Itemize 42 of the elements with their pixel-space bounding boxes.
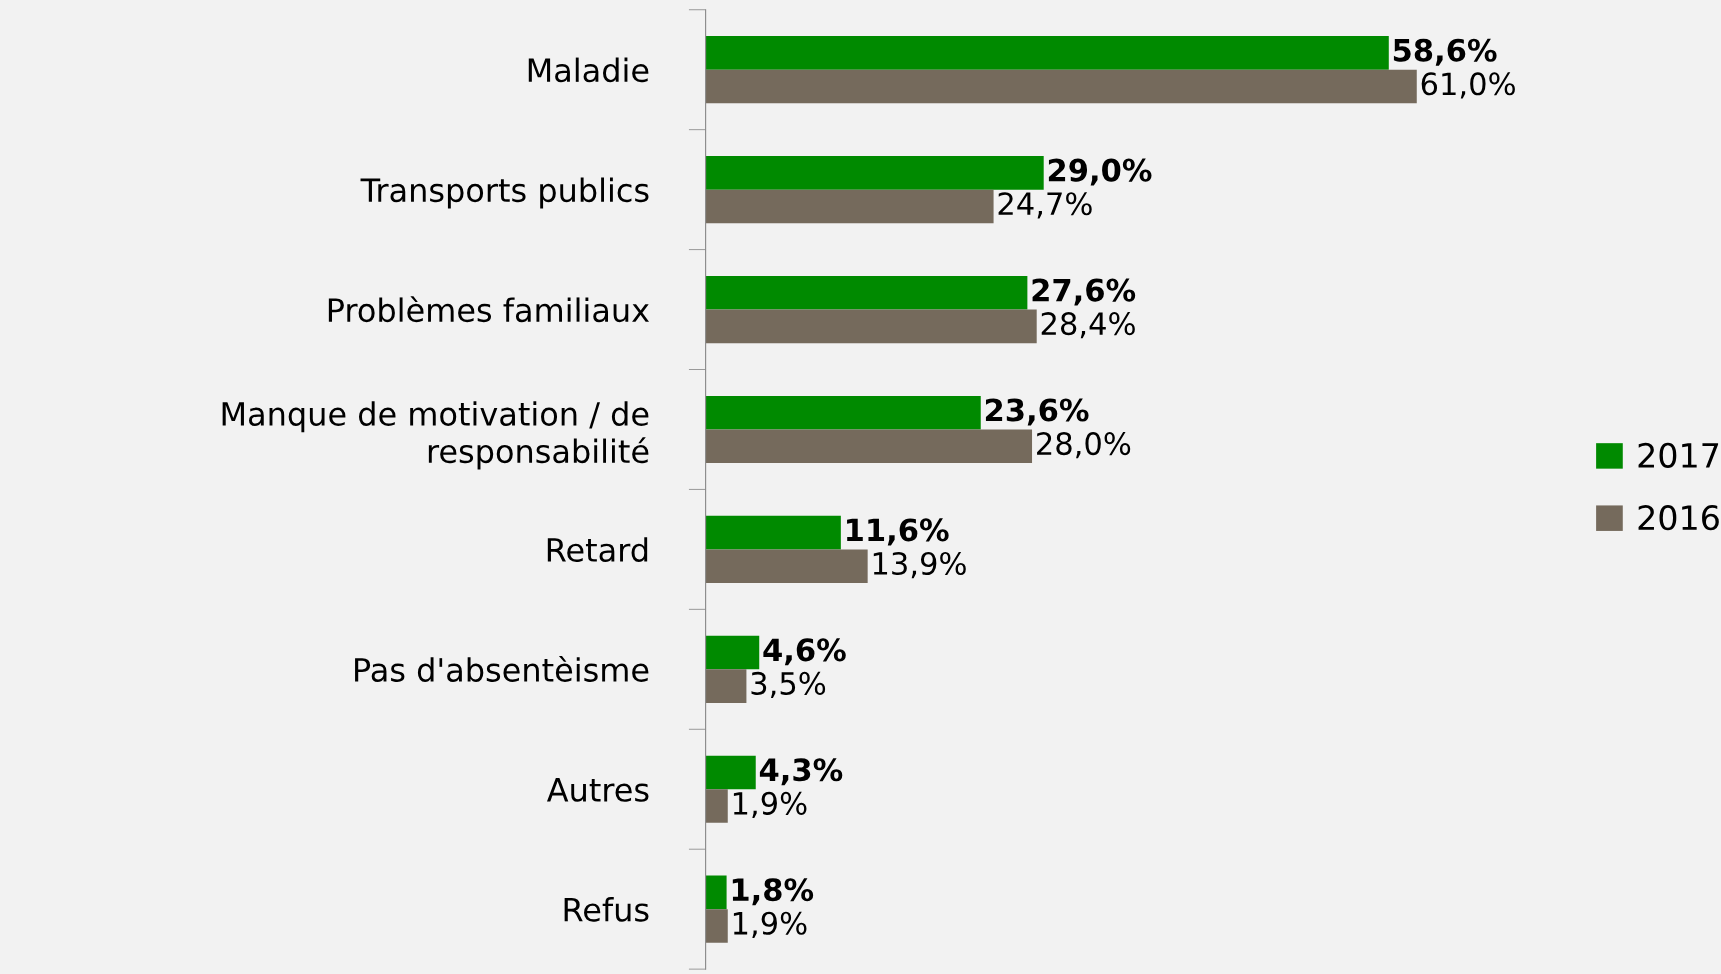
data-label: 28,4%: [1041, 312, 1135, 339]
data-label: 3,5%: [751, 671, 826, 699]
bar: [705, 395, 981, 430]
legend-label: 2017: [1638, 442, 1719, 468]
y-tick-label: Transports publics: [360, 177, 649, 209]
y-tick-label: Pas d'absentèisme: [355, 655, 649, 682]
data-label: 1,9%: [733, 791, 807, 819]
y-tick-label: Problèmes familiaux: [328, 296, 650, 323]
data-label: 4,3%: [759, 758, 843, 786]
y-tick-label: Refus: [564, 897, 649, 922]
data-label: 27,6%: [1032, 278, 1136, 306]
bar: [705, 635, 760, 670]
data-label: 13,9%: [873, 551, 966, 579]
data-label: 1,9%: [733, 911, 807, 938]
bar: [705, 36, 1389, 70]
data-label: 58,6%: [1393, 38, 1497, 66]
bar: [705, 156, 1044, 190]
legend-label: 2016: [1638, 505, 1719, 531]
data-label: 28,0%: [1037, 432, 1131, 459]
bar: [705, 549, 868, 583]
bar: [705, 755, 756, 790]
bar: [705, 189, 994, 224]
bar: [705, 669, 747, 703]
y-tick-label: Manque de motivation / de responsabilité: [222, 401, 649, 470]
data-label: 24,7%: [998, 192, 1092, 219]
data-label: 61,0%: [1421, 72, 1515, 99]
y-tick-label: Retard: [547, 537, 648, 562]
bar: [705, 875, 727, 910]
bar: [705, 429, 1033, 464]
data-label: 23,6%: [985, 398, 1089, 426]
bar: [705, 515, 841, 550]
bar: [705, 275, 1028, 310]
bar: [705, 69, 1417, 104]
data-label: 1,8%: [732, 878, 814, 906]
data-label: 11,6%: [847, 518, 949, 546]
data-label: 29,0%: [1048, 158, 1152, 186]
bar: [705, 309, 1037, 344]
data-label: 4,6%: [763, 638, 846, 666]
y-tick-label: Maladie: [528, 57, 649, 83]
bar: [705, 909, 728, 943]
bar: [705, 789, 728, 823]
y-tick-label: Autres: [546, 778, 649, 802]
